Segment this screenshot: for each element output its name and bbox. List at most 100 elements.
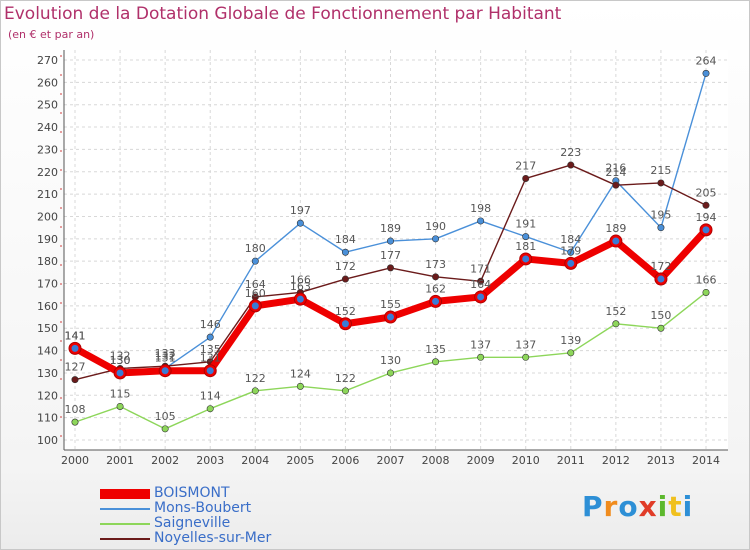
plot-area: [64, 50, 728, 450]
y-tick-label: 140: [37, 345, 58, 358]
data-label-saigneville: 139: [560, 334, 581, 347]
data-label-mons-boubert: 141: [65, 329, 86, 342]
x-tick-label: 2002: [151, 454, 179, 467]
data-label-noyelles-sur-mer: 217: [515, 159, 536, 172]
point-noyelles-sur-mer: [71, 376, 79, 384]
data-label-saigneville: 108: [65, 403, 86, 416]
point-center-boismont: [341, 320, 349, 328]
y-tick-label: 220: [37, 166, 58, 179]
data-label-saigneville: 152: [605, 305, 626, 318]
data-label-boismont: 162: [425, 282, 446, 295]
point-mons-boubert: [522, 233, 530, 241]
legend-item-saigneville: Saigneville: [100, 516, 271, 531]
point-center-boismont: [522, 255, 530, 263]
data-label-saigneville: 150: [650, 309, 671, 322]
point-saigneville: [567, 349, 575, 357]
data-label-saigneville: 114: [200, 390, 221, 403]
x-tick-label: 2011: [557, 454, 585, 467]
data-label-noyelles-sur-mer: 172: [335, 260, 356, 273]
data-label-noyelles-sur-mer: 223: [560, 146, 581, 159]
data-label-noyelles-sur-mer: 173: [425, 258, 446, 271]
point-center-boismont: [702, 226, 710, 234]
legend-swatch: [100, 537, 150, 540]
point-noyelles-sur-mer: [702, 201, 710, 209]
data-label-noyelles-sur-mer: 132: [110, 349, 131, 362]
data-label-noyelles-sur-mer: 127: [65, 361, 86, 374]
data-label-boismont: 131: [200, 352, 221, 365]
point-noyelles-sur-mer: [386, 264, 394, 272]
point-center-boismont: [477, 293, 485, 301]
data-label-saigneville: 130: [380, 354, 401, 367]
point-center-boismont: [432, 297, 440, 305]
point-saigneville: [161, 425, 169, 433]
data-label-boismont: 172: [650, 260, 671, 273]
y-tick-label: 270: [37, 54, 58, 67]
logo-letter: x: [638, 490, 658, 523]
point-mons-boubert: [657, 224, 665, 232]
data-label-noyelles-sur-mer: 205: [696, 186, 717, 199]
legend-label: Mons-Boubert: [154, 500, 252, 516]
point-center-boismont: [71, 344, 79, 352]
point-noyelles-sur-mer: [522, 174, 530, 182]
legend-swatch: [100, 488, 150, 499]
point-saigneville: [657, 324, 665, 332]
y-tick-label: 130: [37, 367, 58, 380]
x-tick-label: 2010: [512, 454, 540, 467]
data-label-noyelles-sur-mer: 214: [605, 166, 626, 179]
point-noyelles-sur-mer: [657, 179, 665, 187]
legend-label: Saigneville: [154, 515, 231, 531]
point-saigneville: [296, 382, 304, 390]
data-label-boismont: 181: [515, 240, 536, 253]
data-label-saigneville: 166: [696, 273, 717, 286]
data-label-boismont: 163: [290, 280, 311, 293]
data-label-noyelles-sur-mer: 171: [470, 262, 491, 275]
chart-title: Evolution de la Dotation Globale de Fonc…: [4, 4, 562, 24]
point-saigneville: [477, 353, 485, 361]
point-saigneville: [612, 320, 620, 328]
legend-label: Noyelles-sur-Mer: [154, 530, 272, 546]
data-label-boismont: 155: [380, 298, 401, 311]
point-saigneville: [386, 369, 394, 377]
data-label-saigneville: 124: [290, 367, 311, 380]
data-label-noyelles-sur-mer: 166: [290, 273, 311, 286]
data-label-mons-boubert: 184: [335, 233, 356, 246]
data-label-boismont: 179: [560, 244, 581, 257]
logo-letter: P: [582, 490, 604, 523]
data-label-mons-boubert: 130: [110, 354, 131, 367]
point-mons-boubert: [432, 235, 440, 243]
point-mons-boubert: [386, 237, 394, 245]
x-tick-label: 2008: [422, 454, 450, 467]
data-label-mons-boubert: 132: [155, 349, 176, 362]
point-center-boismont: [161, 367, 169, 375]
data-label-mons-boubert: 197: [290, 204, 311, 217]
point-center-boismont: [296, 295, 304, 303]
y-tick-label: 250: [37, 99, 58, 112]
legend-item-noyelles-sur-mer: Noyelles-sur-Mer: [100, 531, 271, 546]
point-noyelles-sur-mer: [432, 273, 440, 281]
data-label-saigneville: 137: [470, 338, 491, 351]
logo-letter: i: [682, 490, 694, 523]
point-center-boismont: [251, 302, 259, 310]
y-tick-label: 100: [37, 434, 58, 447]
x-tick-label: 2000: [61, 454, 89, 467]
y-tick-label: 150: [37, 322, 58, 335]
x-tick-label: 2004: [241, 454, 269, 467]
point-noyelles-sur-mer: [567, 161, 575, 169]
x-tick-label: 2005: [286, 454, 314, 467]
legend-swatch: [100, 507, 150, 510]
y-tick-label: 180: [37, 255, 58, 268]
y-tick-label: 120: [37, 389, 58, 402]
x-tick-label: 2006: [331, 454, 359, 467]
y-tick-label: 230: [37, 143, 58, 156]
data-label-boismont: 189: [605, 222, 626, 235]
point-center-boismont: [387, 313, 394, 321]
data-label-noyelles-sur-mer: 135: [200, 343, 221, 356]
data-label-noyelles-sur-mer: 133: [155, 347, 176, 360]
data-label-noyelles-sur-mer: 164: [245, 278, 266, 291]
point-noyelles-sur-mer: [477, 277, 485, 285]
data-label-saigneville: 115: [110, 387, 131, 400]
y-tick-label: 110: [37, 412, 58, 425]
logo-letter: i: [657, 490, 669, 523]
data-label-saigneville: 122: [335, 372, 356, 385]
point-saigneville: [71, 418, 79, 426]
